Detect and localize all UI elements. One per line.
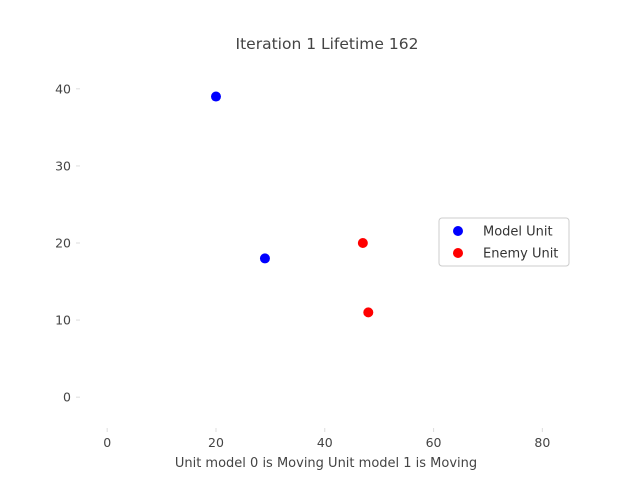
legend-marker xyxy=(453,248,463,258)
x-axis-ticks: 0 20 40 60 80 xyxy=(103,428,550,450)
point-model-unit xyxy=(259,253,270,264)
x-tick-label: 80 xyxy=(534,435,550,450)
legend-label: Enemy Unit xyxy=(483,247,558,262)
y-tick-label: 0 xyxy=(63,390,71,405)
legend-box xyxy=(438,217,570,267)
point-enemy-unit xyxy=(357,238,368,248)
x-tick-label: 0 xyxy=(103,435,111,450)
x-tick-label: 60 xyxy=(426,435,442,450)
x-axis-label: Unit model 0 is Moving Unit model 1 is M… xyxy=(175,456,477,471)
chart-title: Iteration 1 Lifetime 162 xyxy=(236,35,419,53)
x-tick-label: 40 xyxy=(317,435,333,450)
y-tick-label: 20 xyxy=(55,236,71,251)
point-model-unit xyxy=(210,91,221,102)
y-tick-label: 10 xyxy=(55,313,71,328)
y-axis-ticks: 0 10 20 30 40 xyxy=(55,81,80,405)
legend-marker xyxy=(453,226,463,236)
data-points xyxy=(210,91,374,318)
point-enemy-unit xyxy=(363,307,374,318)
y-tick-label: 30 xyxy=(55,158,71,173)
legend: Model Unit Enemy Unit xyxy=(438,217,570,267)
y-tick-label: 40 xyxy=(55,81,71,96)
legend-label: Model Unit xyxy=(483,225,553,240)
x-tick-label: 20 xyxy=(208,435,224,450)
